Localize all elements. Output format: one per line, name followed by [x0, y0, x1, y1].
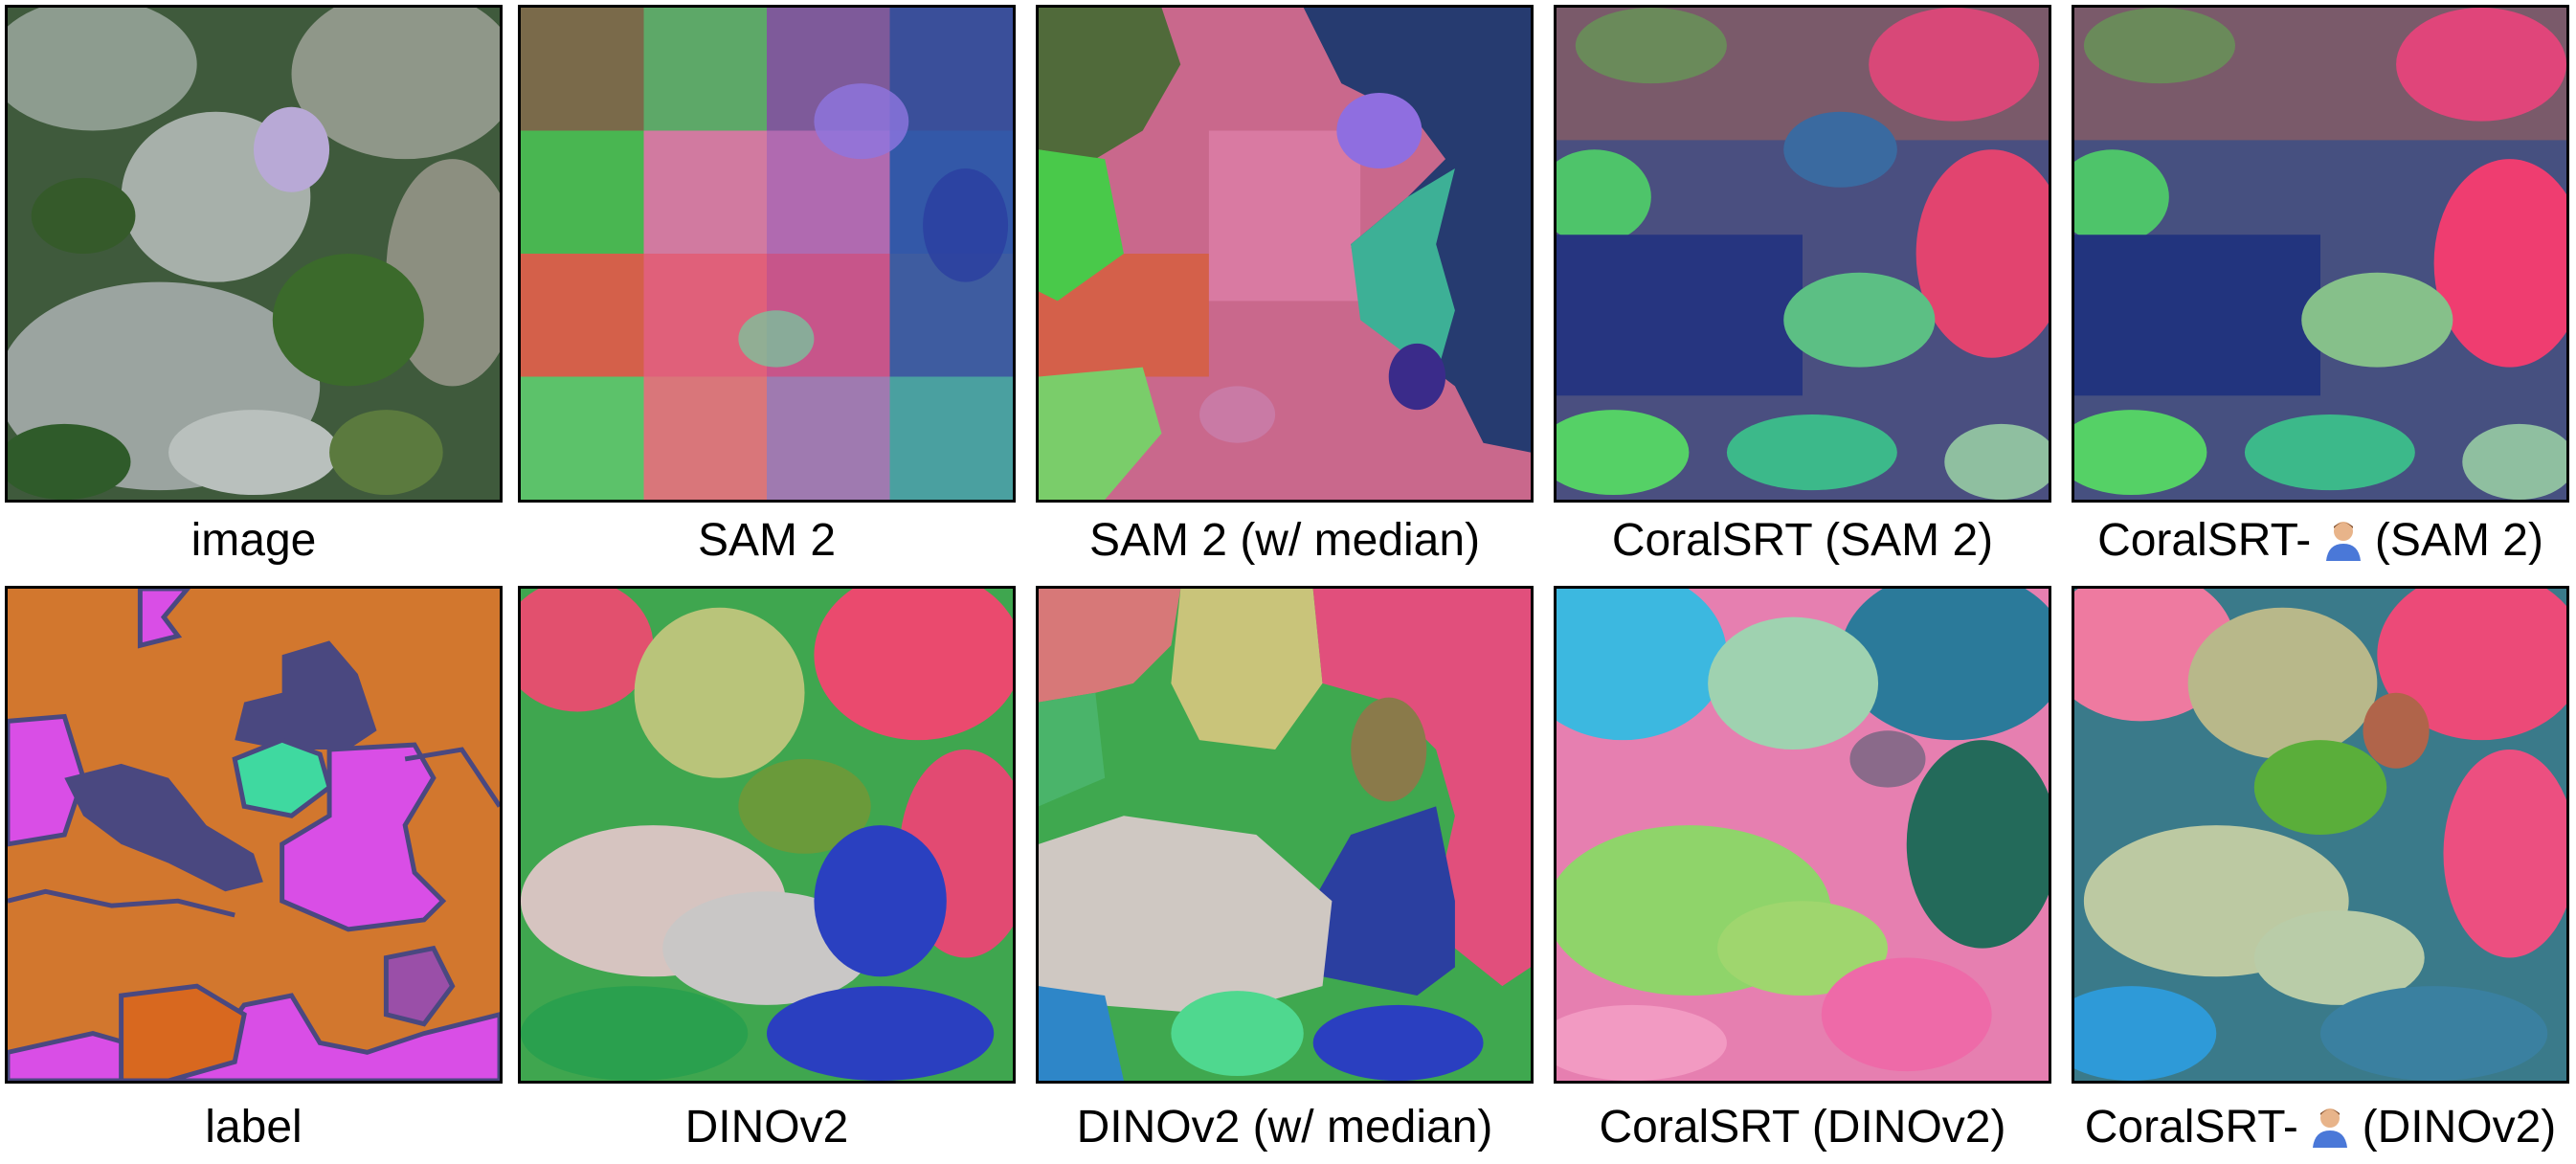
caption-text: DINOv2 (w/ median) [1076, 1102, 1493, 1153]
caption-text: DINOv2 [684, 1102, 849, 1153]
panel-dinov2-median [1036, 586, 1534, 1084]
panel-dinov2 [518, 586, 1016, 1084]
sam2-feature-map [521, 8, 1013, 500]
coralsrt-sam2-feature-map [1557, 8, 2049, 500]
panel-label [5, 586, 503, 1084]
coralsrt-user-sam2-feature-map [2074, 8, 2566, 500]
user-icon [2313, 1108, 2348, 1148]
panel-image [5, 5, 503, 503]
dinov2-median-feature-map [1039, 589, 1531, 1081]
caption-text: (SAM 2) [2374, 515, 2543, 566]
panel-sam2-median [1036, 5, 1534, 503]
caption-text: CoralSRT (DINOv2) [1599, 1102, 2006, 1153]
caption-coralsrt-user-dinov2: CoralSRT- (DINOv2) [2052, 1099, 2576, 1156]
caption-dinov2: DINOv2 [499, 1099, 1035, 1156]
coral-photo [8, 8, 500, 500]
dinov2-feature-map [521, 589, 1013, 1081]
caption-sam2-median: SAM 2 (w/ median) [1017, 512, 1553, 570]
caption-text: CoralSRT- [2084, 1102, 2298, 1153]
caption-dinov2-median: DINOv2 (w/ median) [1017, 1099, 1553, 1156]
panel-coralsrt-user-dinov2 [2072, 586, 2569, 1084]
caption-text: (DINOv2) [2362, 1102, 2557, 1153]
panel-coralsrt-sam2 [1554, 5, 2051, 503]
panel-coralsrt-dinov2 [1554, 586, 2051, 1084]
coralsrt-dinov2-feature-map [1557, 589, 2049, 1081]
sam2-median-feature-map [1039, 8, 1531, 500]
caption-coralsrt-user-sam2: CoralSRT- (SAM 2) [2052, 512, 2576, 570]
caption-text: CoralSRT- [2097, 515, 2312, 566]
caption-label: label [0, 1099, 522, 1156]
panel-coralsrt-user-sam2 [2072, 5, 2569, 503]
caption-text: image [190, 515, 317, 566]
caption-text: CoralSRT (SAM 2) [1611, 515, 1994, 566]
panel-sam2 [518, 5, 1016, 503]
user-icon [2325, 522, 2361, 561]
caption-image: image [0, 512, 522, 570]
caption-text: SAM 2 [697, 515, 837, 566]
caption-sam2: SAM 2 [499, 512, 1035, 570]
caption-text: label [205, 1102, 302, 1153]
caption-text: SAM 2 (w/ median) [1088, 515, 1481, 566]
label-segmentation-map [8, 589, 500, 1081]
coralsrt-user-dinov2-feature-map [2074, 589, 2566, 1081]
caption-coralsrt-dinov2: CoralSRT (DINOv2) [1534, 1099, 2071, 1156]
caption-coralsrt-sam2: CoralSRT (SAM 2) [1534, 512, 2071, 570]
